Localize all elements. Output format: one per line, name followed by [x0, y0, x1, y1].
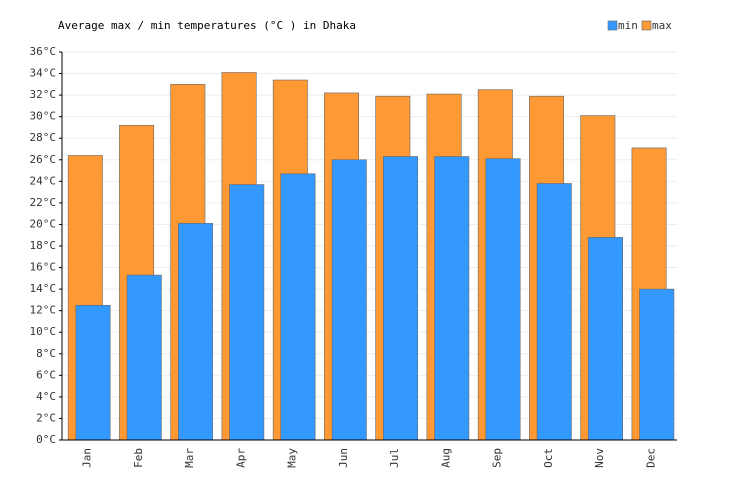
- x-tick-label: Apr: [234, 448, 247, 468]
- x-tick-label: Nov: [593, 448, 606, 468]
- x-tick-label: Jun: [337, 448, 350, 468]
- bar: [588, 237, 623, 441]
- x-tick-label: May: [286, 448, 299, 468]
- bar: [280, 173, 316, 441]
- x-tick-label: Oct: [542, 448, 555, 468]
- y-tick-label: 0°C: [36, 433, 56, 446]
- y-tick-label: 20°C: [30, 217, 57, 230]
- x-tick-label: Aug: [439, 448, 452, 468]
- legend-swatch: [641, 20, 652, 31]
- legend-label: max: [652, 19, 672, 32]
- y-tick-label: 28°C: [30, 131, 57, 144]
- bar: [126, 274, 162, 441]
- bar: [331, 159, 367, 441]
- x-tick-label: Jul: [388, 448, 401, 468]
- y-tick-label: 18°C: [30, 239, 57, 252]
- x-tick-label: Feb: [132, 448, 145, 468]
- chart-title: Average max / min temperatures (°C ) in …: [58, 19, 356, 32]
- bar: [639, 288, 675, 441]
- x-tick-label: Mar: [183, 448, 196, 468]
- y-tick-label: 6°C: [36, 368, 56, 381]
- y-tick-label: 24°C: [30, 174, 57, 187]
- x-tick-label: Dec: [644, 448, 657, 468]
- y-tick-label: 10°C: [30, 325, 57, 338]
- x-tick-label: Jan: [81, 448, 94, 468]
- bar: [229, 184, 265, 441]
- legend-label: min: [618, 19, 638, 32]
- y-tick-label: 8°C: [36, 347, 56, 360]
- y-tick-label: 26°C: [30, 153, 57, 166]
- y-tick-label: 34°C: [30, 67, 57, 80]
- bar: [75, 304, 111, 441]
- y-tick-label: 16°C: [30, 261, 57, 274]
- bar: [434, 156, 470, 441]
- bar: [178, 223, 213, 441]
- y-tick-label: 12°C: [30, 304, 57, 317]
- bar: [536, 183, 572, 441]
- y-tick-label: 2°C: [36, 411, 56, 424]
- x-tick-label: Sep: [491, 448, 504, 468]
- y-tick-label: 32°C: [30, 88, 57, 101]
- y-tick-label: 22°C: [30, 196, 57, 209]
- y-tick-label: 30°C: [30, 110, 57, 123]
- y-tick-label: 36°C: [30, 45, 57, 58]
- bar: [383, 156, 418, 441]
- bar: [485, 158, 521, 441]
- y-tick-label: 14°C: [30, 282, 57, 295]
- legend-swatch: [607, 20, 618, 31]
- y-tick-label: 4°C: [36, 390, 56, 403]
